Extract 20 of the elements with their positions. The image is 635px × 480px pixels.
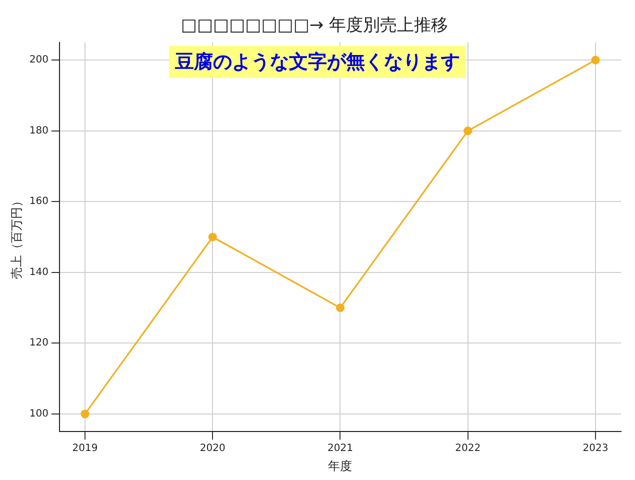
y-tick-label: 200 — [29, 54, 48, 66]
y-tick-label: 100 — [29, 408, 48, 420]
point — [80, 410, 90, 418]
x-tick-label: 2022 — [455, 443, 481, 454]
point — [591, 56, 600, 64]
annotation: 豆腐のような文字が無くなります — [169, 46, 466, 78]
x-axis-title: 年度 — [328, 458, 352, 473]
x-tick-label: 2023 — [582, 443, 608, 454]
y-tick-label: 160 — [29, 196, 48, 208]
chart-title: □□□□□□□□→ 年度別売上推移 — [180, 16, 448, 36]
y-tick-label: 140 — [29, 266, 48, 278]
y-axis-title: 売上（百万円） — [9, 195, 24, 279]
y-tick-label: 120 — [29, 338, 48, 349]
x-tick-label: 2021 — [328, 443, 353, 454]
point — [464, 126, 472, 136]
point — [336, 303, 345, 312]
x-tick-label: 2020 — [200, 443, 226, 454]
x-tick-label: 2019 — [72, 443, 98, 454]
point — [208, 232, 217, 242]
y-tick-label: 180 — [29, 125, 48, 136]
